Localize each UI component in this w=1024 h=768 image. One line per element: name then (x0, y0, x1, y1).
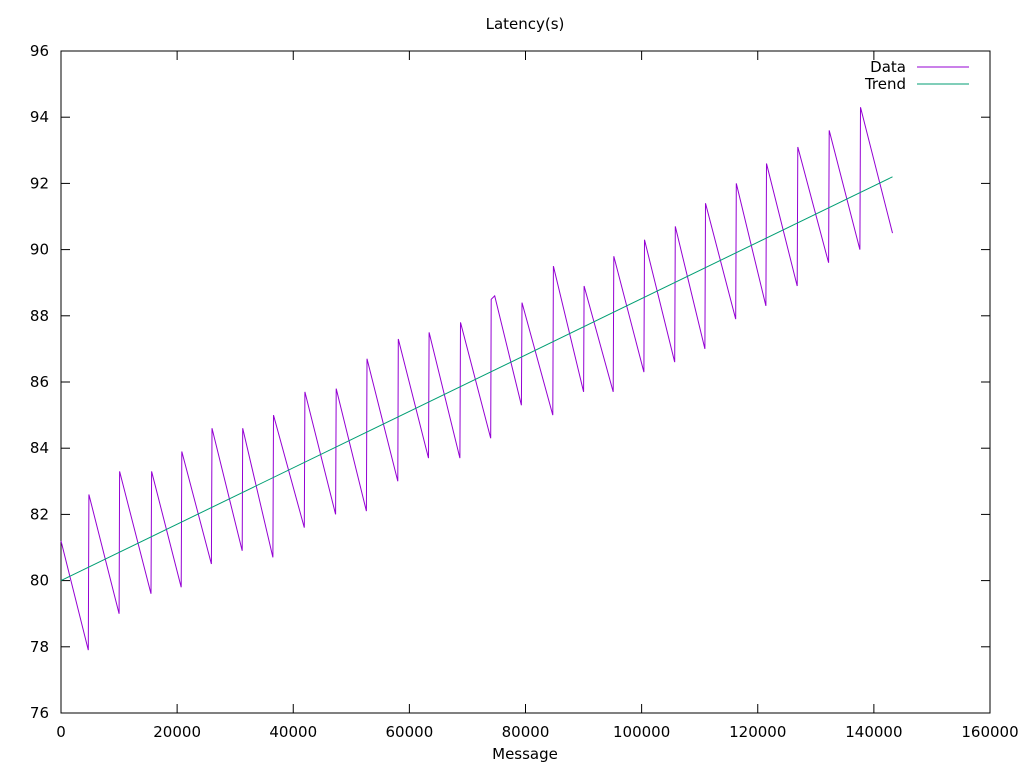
y-tick-label: 92 (30, 174, 49, 192)
legend-label-trend: Trend (864, 75, 906, 93)
x-tick-label: 140000 (845, 723, 902, 741)
x-axis-label: Message (492, 745, 558, 763)
y-tick-label: 88 (30, 307, 49, 325)
x-tick-label: 60000 (386, 723, 434, 741)
y-tick-label: 90 (30, 241, 49, 259)
y-tick-label: 94 (30, 108, 49, 126)
plot-area-frame (60, 50, 991, 714)
x-tick-label: 0 (56, 723, 66, 741)
y-tick-label: 76 (30, 704, 49, 722)
chart-title: Latency(s) (486, 15, 565, 33)
x-tick-label: 80000 (502, 723, 550, 741)
x-tick-label: 20000 (153, 723, 201, 741)
y-tick-label: 78 (30, 638, 49, 656)
series-line-data (60, 107, 893, 651)
x-tick-label: 100000 (613, 723, 670, 741)
y-tick-label: 82 (30, 505, 49, 523)
y-tick-label: 86 (30, 373, 49, 391)
y-tick-label: 96 (30, 42, 49, 60)
x-axis-ticks: 0 20000 40000 60000 80000 100000 120000 140000 1… (56, 51, 1019, 741)
x-tick-label: 40000 (269, 723, 317, 741)
y-tick-label: 80 (30, 572, 49, 590)
y-tick-label: 84 (30, 439, 49, 457)
x-tick-label: 120000 (729, 723, 786, 741)
x-tick-label: 160000 (961, 723, 1018, 741)
series-line-trend (60, 176, 893, 582)
y-axis-ticks: 76 78 80 82 84 86 88 90 92 94 96 (30, 42, 990, 722)
series-layer (60, 107, 893, 651)
legend-label-data: Data (870, 58, 906, 76)
